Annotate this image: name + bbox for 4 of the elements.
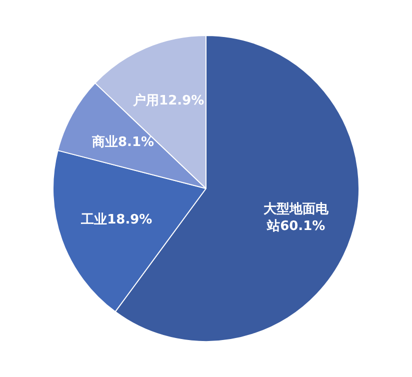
slice-label: 户用12.9% bbox=[132, 92, 204, 109]
slice-label: 工业18.9% bbox=[80, 212, 152, 228]
slice-label: 商业8.1% bbox=[90, 134, 154, 150]
slice-label: 大型地面电站60.1% bbox=[264, 202, 330, 234]
